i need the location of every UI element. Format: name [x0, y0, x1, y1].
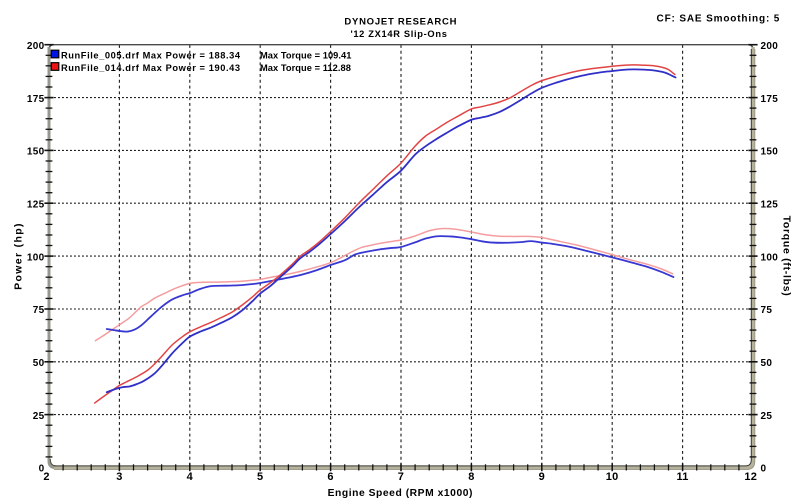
- svg-text:2: 2: [43, 471, 49, 483]
- svg-text:4: 4: [187, 471, 194, 483]
- svg-text:0: 0: [761, 464, 767, 475]
- svg-text:75: 75: [33, 305, 45, 316]
- svg-text:DYNOJET RESEARCH: DYNOJET RESEARCH: [344, 16, 457, 27]
- svg-text:25: 25: [33, 411, 45, 422]
- svg-text:'12 ZX14R Slip-Ons: '12 ZX14R Slip-Ons: [350, 29, 447, 39]
- svg-text:0: 0: [39, 464, 45, 475]
- svg-text:125: 125: [761, 199, 779, 210]
- svg-text:RunFile_005.drf Max Power = 18: RunFile_005.drf Max Power = 188.34: [61, 50, 241, 60]
- svg-text:Power (hp): Power (hp): [13, 222, 25, 290]
- svg-text:CF: SAE Smoothing: 5: CF: SAE Smoothing: 5: [657, 14, 781, 25]
- svg-text:Max Torque = 112.88: Max Torque = 112.88: [260, 63, 351, 73]
- svg-text:Engine Speed (RPM x1000): Engine Speed (RPM x1000): [328, 488, 473, 499]
- svg-text:Torque (ft-lbs): Torque (ft-lbs): [781, 216, 793, 297]
- svg-text:75: 75: [761, 305, 773, 316]
- svg-text:3: 3: [116, 471, 122, 483]
- svg-text:11: 11: [676, 471, 688, 483]
- svg-text:175: 175: [27, 94, 45, 105]
- svg-text:50: 50: [761, 358, 773, 369]
- svg-text:150: 150: [761, 147, 779, 158]
- svg-text:6: 6: [327, 471, 333, 483]
- svg-text:9: 9: [539, 471, 545, 483]
- svg-text:10: 10: [606, 471, 619, 483]
- svg-text:8: 8: [468, 471, 474, 483]
- svg-text:7: 7: [398, 471, 404, 483]
- svg-text:125: 125: [27, 199, 45, 210]
- svg-text:RunFile_014.drf Max Power = 19: RunFile_014.drf Max Power = 190.43: [61, 63, 241, 73]
- svg-text:200: 200: [27, 41, 45, 52]
- svg-text:Max Torque = 109.41: Max Torque = 109.41: [260, 50, 351, 60]
- svg-text:100: 100: [761, 252, 779, 263]
- svg-text:50: 50: [33, 358, 45, 369]
- svg-text:12: 12: [744, 471, 757, 483]
- svg-text:150: 150: [27, 147, 45, 158]
- svg-text:175: 175: [761, 94, 779, 105]
- svg-text:5: 5: [257, 471, 263, 483]
- svg-text:200: 200: [761, 41, 779, 52]
- svg-text:25: 25: [761, 411, 773, 422]
- svg-text:100: 100: [27, 252, 45, 263]
